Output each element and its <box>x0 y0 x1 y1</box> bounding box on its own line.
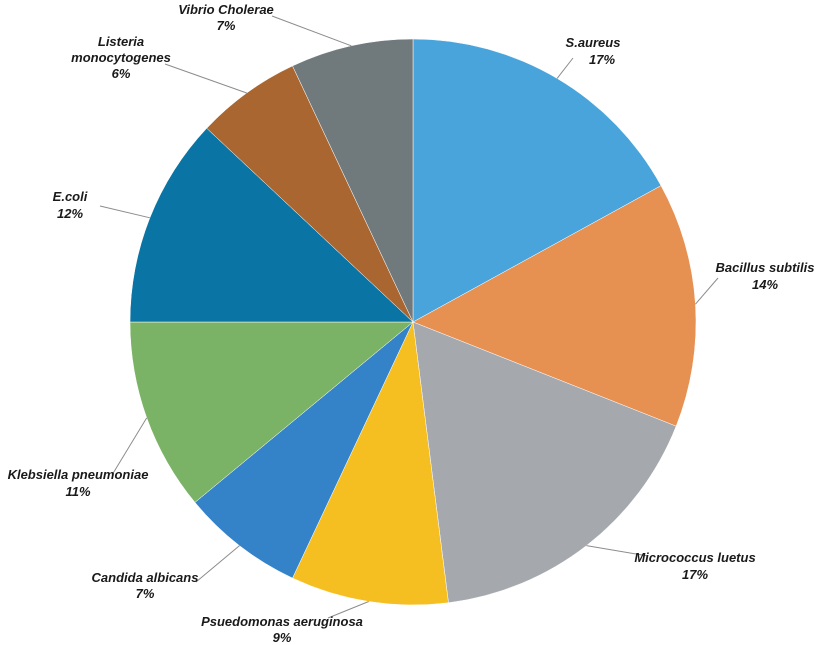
label-s-aureus-name: S.aureus <box>566 35 621 50</box>
leader-line-vibrio-cholerae <box>271 15 352 47</box>
leader-line-s-aureus <box>556 57 574 79</box>
pie-slice-vibrio-cholerae <box>292 38 414 323</box>
label-bacillus-subtilis-pct: 14% <box>752 277 778 292</box>
label-listeria-pct: 6% <box>112 66 131 81</box>
label-candida-pct: 7% <box>136 586 155 601</box>
label-candida-name: Candida albicans <box>92 570 199 585</box>
label-bacillus-subtilis-name: Bacillus subtilis <box>716 260 815 275</box>
leader-line-psuedomonas-aeruginosa <box>327 601 369 619</box>
label-micrococcus-pct: 17% <box>682 567 708 582</box>
pie-slice-candida-albicans <box>194 321 414 579</box>
leader-lines <box>99 15 719 619</box>
leader-line-candida-albicans <box>195 545 240 583</box>
label-klebsiella-name: Klebsiella pneumoniae <box>8 467 149 482</box>
label-listeria-name-line1: Listeria <box>98 34 144 49</box>
leader-line-listeria-monocytogenes <box>164 63 247 94</box>
pie-slice-psuedomonas-aeruginosa <box>292 321 449 606</box>
label-vibrio-cholerae-name: Vibrio Cholerae <box>178 2 274 17</box>
label-e-coli-pct: 12% <box>57 206 83 221</box>
leader-line-micrococcus-luetus <box>586 545 649 557</box>
pie-slice-micrococcus-luetus <box>412 321 677 604</box>
label-pseudomonas-pct: 9% <box>273 630 292 645</box>
leader-line-klebsiella-pneumoniae <box>111 417 148 476</box>
pie-slice-s-aureus <box>412 38 662 323</box>
label-micrococcus-name: Micrococcus luetus <box>634 550 755 565</box>
label-listeria-name-line2: monocytogenes <box>71 50 171 65</box>
leader-line-e-coli <box>99 205 151 219</box>
label-e-coli-name: E.coli <box>53 189 88 204</box>
pie-slices <box>129 38 697 606</box>
label-s-aureus-pct: 17% <box>589 52 615 67</box>
leader-line-bacillus-subtilis <box>695 277 719 305</box>
label-vibrio-cholerae-pct: 7% <box>217 18 236 33</box>
label-klebsiella-pct: 11% <box>65 484 90 499</box>
label-pseudomonas-name: Psuedomonas aeruginosa <box>201 614 363 629</box>
pie-slice-klebsiella-pneumoniae <box>129 321 414 503</box>
